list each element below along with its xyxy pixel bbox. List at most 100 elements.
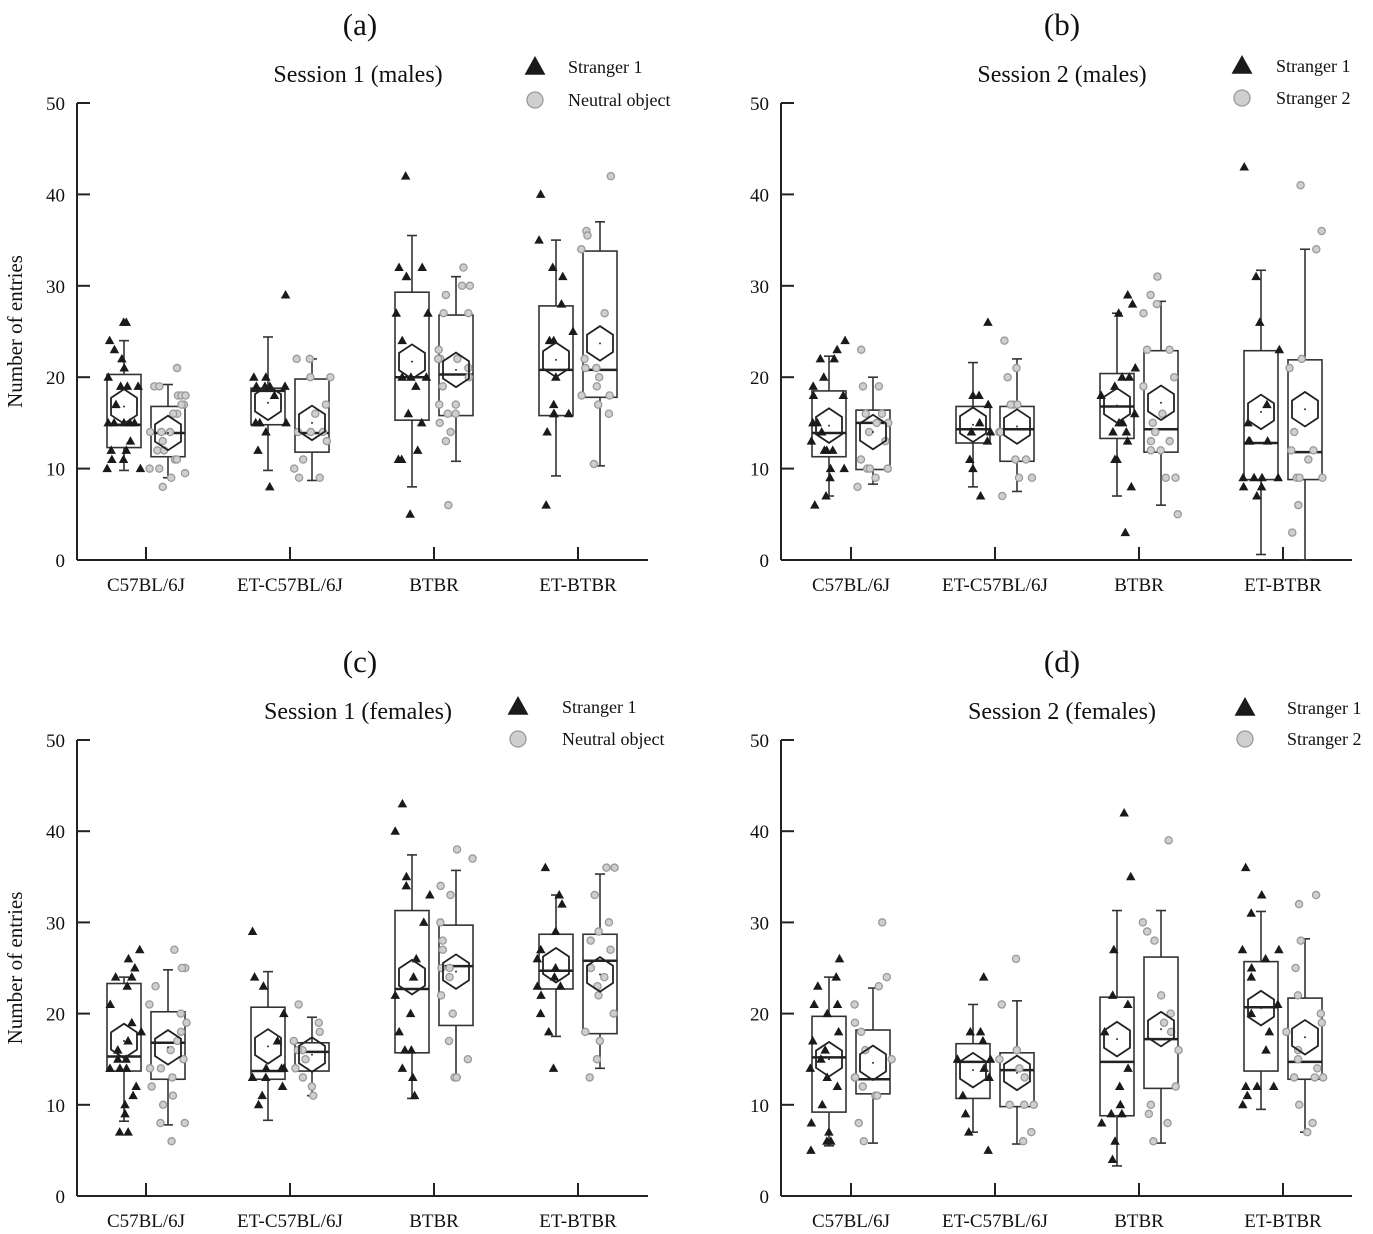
data-point-circle (1018, 1137, 1028, 1146)
data-point-triangle (397, 798, 408, 808)
data-point-circle (1171, 1082, 1180, 1091)
data-point-circle (1304, 455, 1313, 464)
data-point-circle (1159, 1018, 1169, 1027)
data-point-triangle (982, 436, 993, 445)
data-point-circle (1282, 1027, 1291, 1037)
data-point-triangle (115, 381, 126, 390)
data-point-circle (437, 963, 446, 973)
mean-hexagon (1003, 408, 1031, 445)
data-point-triangle (131, 1081, 141, 1091)
data-point-triangle (105, 1063, 115, 1072)
data-point-circle (1293, 991, 1303, 1000)
data-point-circle (182, 1018, 191, 1027)
data-point-circle (172, 455, 182, 464)
data-point-circle (301, 1054, 310, 1064)
data-point-triangle (405, 509, 415, 518)
y-tick-label: 40 (750, 822, 769, 843)
mean-dot (123, 1039, 125, 1042)
data-point-triangle (247, 1072, 258, 1081)
box-iqr (438, 924, 474, 1027)
data-point-triangle (279, 1008, 289, 1018)
data-point-circle (289, 464, 299, 473)
data-point-triangle (1256, 481, 1267, 491)
data-point-circle (179, 1054, 188, 1064)
data-point-triangle (983, 317, 993, 326)
mean-hexagon (110, 388, 138, 425)
data-point-triangle (121, 445, 132, 454)
mean-dot (1160, 401, 1162, 404)
data-point-triangle (276, 1063, 287, 1072)
mean-hexagon (154, 414, 182, 452)
data-point-circle (1000, 336, 1009, 345)
data-point-circle (446, 890, 455, 900)
data-point-circle (306, 372, 315, 382)
y-tick-label: 0 (56, 551, 66, 572)
y-tick-label: 20 (46, 1005, 65, 1026)
data-point-triangle (813, 981, 823, 990)
box-series2-2 (433, 263, 475, 510)
box-series2-0 (853, 345, 893, 492)
data-point-circle (145, 464, 154, 473)
data-point-triangle (280, 289, 291, 299)
box-series1-3 (1238, 161, 1285, 556)
data-point-triangle (280, 381, 290, 390)
data-point-triangle (390, 826, 400, 835)
data-point-triangle (109, 344, 120, 354)
data-point-circle (445, 963, 454, 973)
data-point-circle (294, 1000, 303, 1009)
box-series1-0 (102, 317, 146, 473)
data-point-circle (1295, 473, 1304, 482)
data-point-circle (305, 354, 315, 364)
data-point-circle (1165, 436, 1174, 446)
mean-hexagon (1247, 989, 1275, 1027)
data-point-circle (594, 372, 604, 382)
data-point-circle (1312, 244, 1321, 254)
data-point-triangle (808, 381, 818, 390)
data-point-triangle (1246, 972, 1257, 981)
data-point-circle (871, 473, 880, 482)
data-point-triangle (135, 463, 146, 473)
y-tick-label: 10 (750, 460, 769, 481)
data-point-circle (459, 263, 468, 272)
data-point-triangle (1117, 417, 1128, 427)
data-point-triangle (1255, 317, 1265, 326)
data-point-circle (581, 1027, 590, 1037)
data-point-circle (1316, 1009, 1326, 1018)
data-point-circle (600, 972, 609, 982)
data-point-circle (1287, 446, 1296, 455)
data-point-triangle (808, 1035, 818, 1045)
data-point-circle (464, 308, 473, 318)
panel-b: 0 10 20 30 40 50 C57BL/6J ET-C57BL/6J BTBR ET-BTB… (750, 7, 1352, 596)
data-point-triangle (130, 963, 140, 972)
data-point-triangle (1243, 417, 1253, 427)
data-point-circle (1015, 1064, 1024, 1073)
data-point-triangle (1113, 308, 1124, 317)
data-point-triangle (133, 381, 143, 390)
mean-hexagon (542, 341, 570, 379)
box-series1-0 (105, 944, 147, 1136)
data-point-triangle (808, 390, 819, 399)
data-point-circle (1173, 510, 1183, 519)
y-tick-label: 50 (46, 731, 65, 752)
mean-dot (123, 405, 125, 408)
y-tick-label: 30 (46, 277, 65, 298)
data-point-triangle (1108, 427, 1118, 436)
data-point-triangle (421, 372, 432, 381)
data-point-circle (438, 382, 447, 391)
data-point-triangle (1246, 963, 1257, 972)
data-point-circle (1296, 936, 1306, 945)
data-point-triangle (261, 372, 271, 381)
box-iqr (538, 933, 574, 990)
data-point-circle (1310, 1073, 1319, 1082)
data-point-triangle (983, 1145, 993, 1154)
data-point-circle (326, 372, 335, 382)
data-point-triangle (832, 344, 842, 354)
data-point-circle (850, 1018, 860, 1027)
data-point-triangle (1262, 399, 1272, 409)
panel-title: Session 1 (males) (273, 62, 442, 88)
data-point-triangle (556, 299, 567, 308)
box-series1-2 (391, 171, 433, 518)
data-point-triangle (535, 1008, 546, 1018)
data-point-circle (293, 1045, 303, 1055)
data-point-circle (602, 863, 611, 872)
